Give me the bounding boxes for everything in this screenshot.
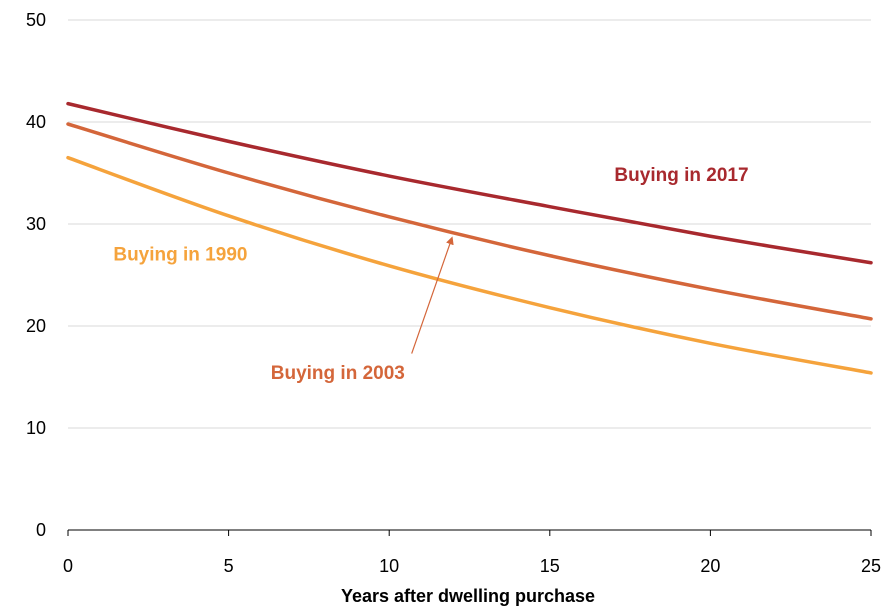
series-1990-line: [66, 155, 873, 375]
series-label-2003: Buying in 2003: [271, 363, 405, 384]
series-2003-arrow: [411, 236, 454, 354]
series-lines: [66, 101, 873, 375]
x-tick-label: 25: [861, 556, 881, 576]
annotations: [411, 236, 454, 354]
series-label-1990: Buying in 1990: [113, 245, 247, 266]
series-labels: Buying in 2017 Buying in 2003 Buying in 19…: [113, 165, 748, 384]
x-tick-label: 20: [700, 556, 720, 576]
series-label-2017: Buying in 2017: [614, 165, 748, 186]
y-tick-label: 20: [26, 316, 46, 336]
y-tick-label: 10: [26, 418, 46, 438]
y-tick-label: 0: [36, 520, 46, 540]
x-axis-title: Years after dwelling purchase: [341, 586, 595, 606]
axes: 0 10 20 30 40 50 0 5 10 15 20 25: [26, 10, 881, 576]
y-tick-label: 50: [26, 10, 46, 30]
x-tick-label: 10: [379, 556, 399, 576]
series-2017-line: [66, 101, 873, 265]
x-tick-label: 5: [224, 556, 234, 576]
gridlines: [68, 19, 871, 429]
y-tick-label: 30: [26, 214, 46, 234]
y-tick-label: 40: [26, 112, 46, 132]
x-tick-label: 15: [540, 556, 560, 576]
x-tick-label: 0: [63, 556, 73, 576]
series-2003-line: [66, 122, 873, 321]
